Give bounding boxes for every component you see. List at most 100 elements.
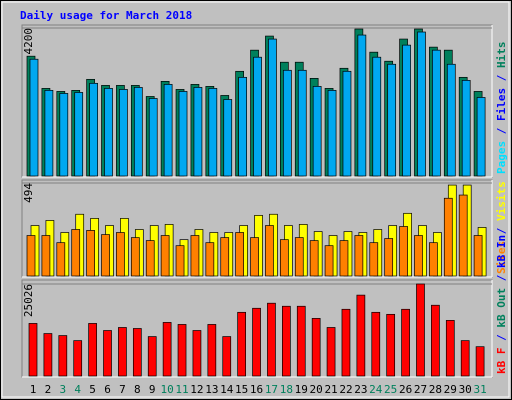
x-tick-label: 6	[104, 383, 111, 396]
x-tick-label: 16	[250, 383, 263, 396]
x-tick-label: 17	[265, 383, 278, 396]
axis-label-part: Sites	[495, 241, 508, 274]
bar	[223, 99, 233, 177]
y-tick-label: 4200	[22, 28, 35, 55]
bar	[28, 323, 38, 377]
axis-label: Sites / Visits	[495, 181, 508, 274]
bar	[208, 88, 218, 177]
bar	[326, 327, 336, 377]
x-tick-label: 7	[119, 383, 126, 396]
x-tick-label: 5	[89, 383, 96, 396]
bar	[103, 330, 112, 377]
bar	[145, 240, 155, 277]
x-tick-label: 22	[339, 383, 352, 396]
bar	[354, 235, 364, 277]
x-tick-label: 18	[280, 383, 293, 396]
bar	[205, 242, 215, 277]
axis-label: Pages / Files / Hits	[495, 42, 508, 175]
bar	[443, 197, 453, 277]
bar	[267, 302, 276, 377]
x-tick-label: 28	[429, 383, 442, 396]
bar	[237, 311, 246, 377]
axis-label-part: Hits	[495, 42, 508, 69]
bar	[132, 328, 142, 377]
x-tick-label: 1	[30, 383, 37, 396]
bar	[192, 330, 202, 377]
bar	[119, 89, 128, 177]
bar	[207, 324, 217, 377]
bar	[59, 93, 69, 177]
bar	[163, 84, 173, 177]
bar	[399, 226, 408, 277]
axis-label-part: Visits	[495, 181, 508, 221]
axis-label-part: /	[495, 68, 508, 88]
x-tick-label: 26	[399, 383, 412, 396]
axis-label-part: kB Out	[495, 288, 508, 328]
axis-label-part: Files	[495, 88, 508, 121]
axis-label-part: /	[495, 121, 508, 141]
bar	[417, 31, 426, 177]
bar	[89, 82, 98, 177]
bar	[118, 327, 127, 377]
x-tick-label: 4	[74, 383, 81, 396]
bar	[384, 238, 394, 277]
bar	[235, 232, 244, 277]
bar	[461, 80, 471, 177]
x-tick-label: 24	[369, 383, 383, 396]
bar	[386, 313, 396, 377]
bar	[29, 58, 39, 177]
x-tick-label: 20	[310, 383, 323, 396]
bar	[148, 98, 158, 177]
bar	[445, 320, 455, 377]
bar	[193, 87, 203, 177]
bar	[86, 230, 95, 277]
bar	[473, 235, 483, 277]
x-tick-label: 19	[295, 383, 308, 396]
bar	[130, 237, 140, 277]
bar	[446, 63, 456, 177]
x-tick-label: 2	[45, 383, 52, 396]
bar	[357, 34, 367, 177]
bar	[190, 235, 200, 277]
bar	[475, 346, 485, 377]
bar	[402, 44, 411, 177]
x-tick-label: 9	[149, 383, 156, 396]
bar	[401, 308, 410, 377]
bar	[250, 237, 259, 277]
x-tick-label: 15	[235, 383, 248, 396]
bar	[294, 237, 304, 277]
bar	[74, 92, 84, 177]
bar	[253, 56, 262, 177]
bar	[431, 304, 440, 377]
bar	[160, 235, 170, 277]
axis-label-part: /	[495, 268, 508, 288]
x-tick-label: 25	[384, 383, 397, 396]
x-tick-label: 31	[473, 383, 486, 396]
bar	[372, 56, 382, 177]
axis-label-part: Pages	[495, 141, 508, 174]
bar	[369, 242, 379, 277]
bar	[309, 240, 319, 277]
x-tick-label: 11	[175, 383, 188, 396]
bar	[341, 308, 351, 377]
bar	[414, 235, 423, 277]
bar	[387, 63, 397, 177]
bar	[73, 340, 83, 377]
x-tick-label: 12	[190, 383, 203, 396]
bar	[280, 239, 289, 277]
bar	[312, 86, 322, 177]
x-tick-label: 10	[161, 383, 174, 396]
bar	[311, 318, 321, 377]
bar	[220, 237, 230, 277]
bar	[104, 88, 113, 177]
bar	[429, 242, 438, 277]
bar	[175, 245, 185, 277]
bar	[327, 90, 337, 177]
bar	[252, 307, 261, 377]
y-tick-label: 494	[22, 183, 35, 203]
bar	[342, 70, 352, 177]
bar	[222, 336, 232, 377]
bar	[162, 322, 172, 377]
